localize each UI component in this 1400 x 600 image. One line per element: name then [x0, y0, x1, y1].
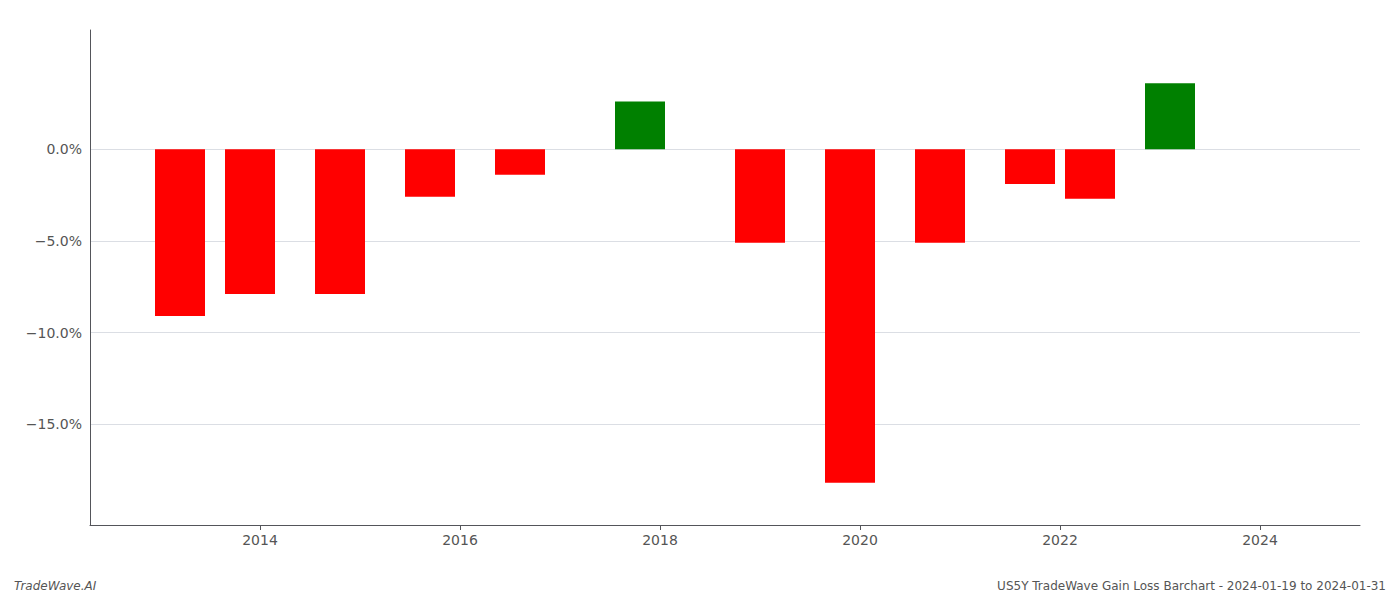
svg-text:−5.0%: −5.0%	[35, 233, 82, 249]
svg-text:2018: 2018	[642, 532, 678, 548]
svg-text:−10.0%: −10.0%	[26, 325, 82, 341]
svg-text:2024: 2024	[1242, 532, 1278, 548]
svg-text:0.0%: 0.0%	[46, 141, 82, 157]
svg-text:2020: 2020	[842, 532, 878, 548]
svg-text:2022: 2022	[1042, 532, 1078, 548]
svg-text:−15.0%: −15.0%	[26, 416, 82, 432]
svg-text:2016: 2016	[442, 532, 478, 548]
svg-text:TradeWave.AI: TradeWave.AI	[14, 579, 97, 593]
svg-text:2014: 2014	[242, 532, 278, 548]
svg-text:US5Y TradeWave Gain Loss Barch: US5Y TradeWave Gain Loss Barchart - 2024…	[997, 579, 1386, 593]
